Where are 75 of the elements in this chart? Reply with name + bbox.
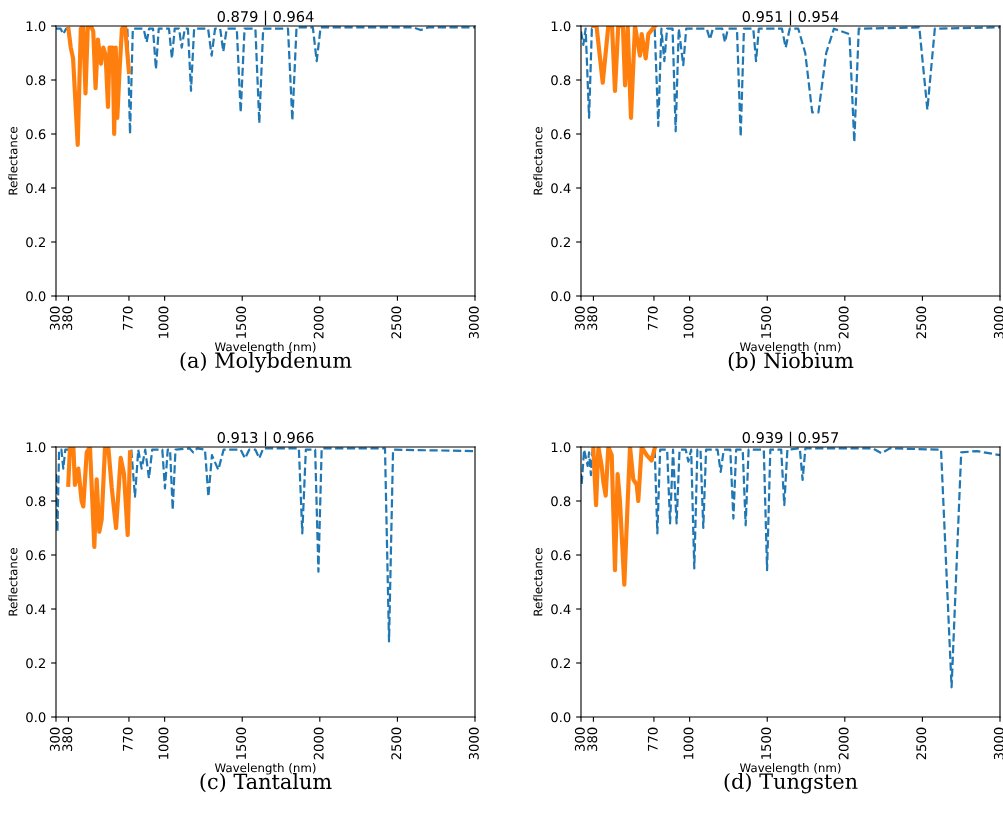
chart-title: 0.939 | 0.957 (742, 431, 839, 447)
y-tick-label: 0.2 (551, 658, 570, 669)
x-tick-label: 1000 (683, 727, 694, 759)
y-tick-label: 0.8 (551, 75, 571, 86)
y-tick-label: 0.4 (551, 183, 571, 194)
x-tick-label: 380 (587, 727, 598, 751)
text: (d) Tungsten (724, 772, 858, 794)
x-tick-label: 2000 (838, 306, 849, 339)
x-tick-label: 770 (647, 306, 658, 330)
y-tick-label: 0.0 (26, 712, 46, 723)
x-tick-label: 1500 (236, 306, 247, 338)
line-series (66, 447, 133, 549)
x-tick-label: 300 (574, 727, 585, 751)
line-series (591, 447, 658, 587)
x-tick-label: 2500 (916, 727, 927, 760)
x-tick-label: 380 (587, 306, 598, 330)
x-tick-label: 380 (62, 727, 73, 751)
x-tick-label: 300 (49, 306, 60, 330)
y-tick-label: 0.2 (551, 237, 570, 248)
x-tick-label: 1000 (683, 306, 694, 338)
chart-title: 0.951 | 0.954 (742, 10, 839, 26)
chart-title: 0.913 | 0.966 (217, 431, 314, 447)
y-tick-label: 0.6 (551, 550, 571, 561)
x-tick-label: 3000 (468, 306, 479, 339)
x-tick-label: 2500 (391, 727, 402, 760)
x-tick-label: 3000 (993, 727, 1003, 760)
y-tick-label: 1.0 (26, 442, 46, 453)
y-tick-label: 0.0 (551, 712, 571, 723)
x-axis-title: Wavelength (nm) (739, 763, 841, 775)
x-tick-label: 770 (122, 727, 133, 751)
y-tick-label: 1.0 (551, 442, 571, 453)
y-tick-label: 0.6 (551, 129, 571, 140)
y-axis-title: Reflectance (8, 548, 18, 616)
text: (c) Tantalum (200, 773, 332, 793)
text: (a) Molybdenum (180, 351, 352, 373)
y-tick-label: 0.0 (26, 291, 46, 302)
x-tick-label: 3000 (468, 727, 479, 760)
y-tick-label: 0.2 (26, 658, 45, 669)
x-tick-label: 1500 (761, 306, 772, 338)
x-tick-label: 300 (574, 306, 585, 330)
x-tick-label: 2000 (313, 727, 324, 760)
x-axis-title: Wavelength (nm) (739, 342, 841, 354)
x-axis-title: Wavelength (nm) (214, 763, 316, 775)
line-series (66, 26, 132, 147)
text: (b) Niobium (728, 352, 854, 372)
x-tick-label: 770 (122, 306, 133, 330)
x-tick-label: 380 (62, 306, 73, 330)
x-tick-label: 1500 (236, 727, 247, 759)
x-tick-label: 2000 (313, 306, 324, 339)
x-tick-label: 300 (49, 727, 60, 751)
line-series (591, 26, 658, 120)
y-axis-title: Reflectance (8, 127, 18, 195)
y-tick-label: 1.0 (26, 21, 46, 32)
y-tick-label: 1.0 (551, 21, 571, 32)
x-tick-label: 3000 (993, 306, 1003, 339)
y-tick-label: 0.6 (26, 550, 46, 561)
y-tick-label: 0.6 (26, 129, 46, 140)
y-tick-label: 0.2 (26, 237, 45, 248)
x-tick-label: 2500 (916, 306, 927, 339)
y-tick-label: 0.0 (551, 291, 571, 302)
y-axis-title: Reflectance (533, 548, 543, 616)
x-tick-label: 1000 (158, 306, 169, 338)
x-tick-label: 2500 (391, 306, 402, 339)
y-tick-label: 0.4 (26, 183, 46, 194)
x-tick-label: 2000 (838, 727, 849, 760)
chart-title: 0.879 | 0.964 (217, 10, 314, 26)
y-tick-label: 0.4 (26, 604, 46, 615)
y-tick-label: 0.8 (26, 75, 46, 86)
y-tick-label: 0.4 (551, 604, 571, 615)
y-tick-label: 0.8 (26, 496, 46, 507)
x-tick-label: 770 (647, 727, 658, 751)
x-tick-label: 1000 (158, 727, 169, 759)
x-tick-label: 1500 (761, 727, 772, 759)
y-axis-title: Reflectance (533, 127, 543, 195)
y-tick-label: 0.8 (551, 496, 571, 507)
